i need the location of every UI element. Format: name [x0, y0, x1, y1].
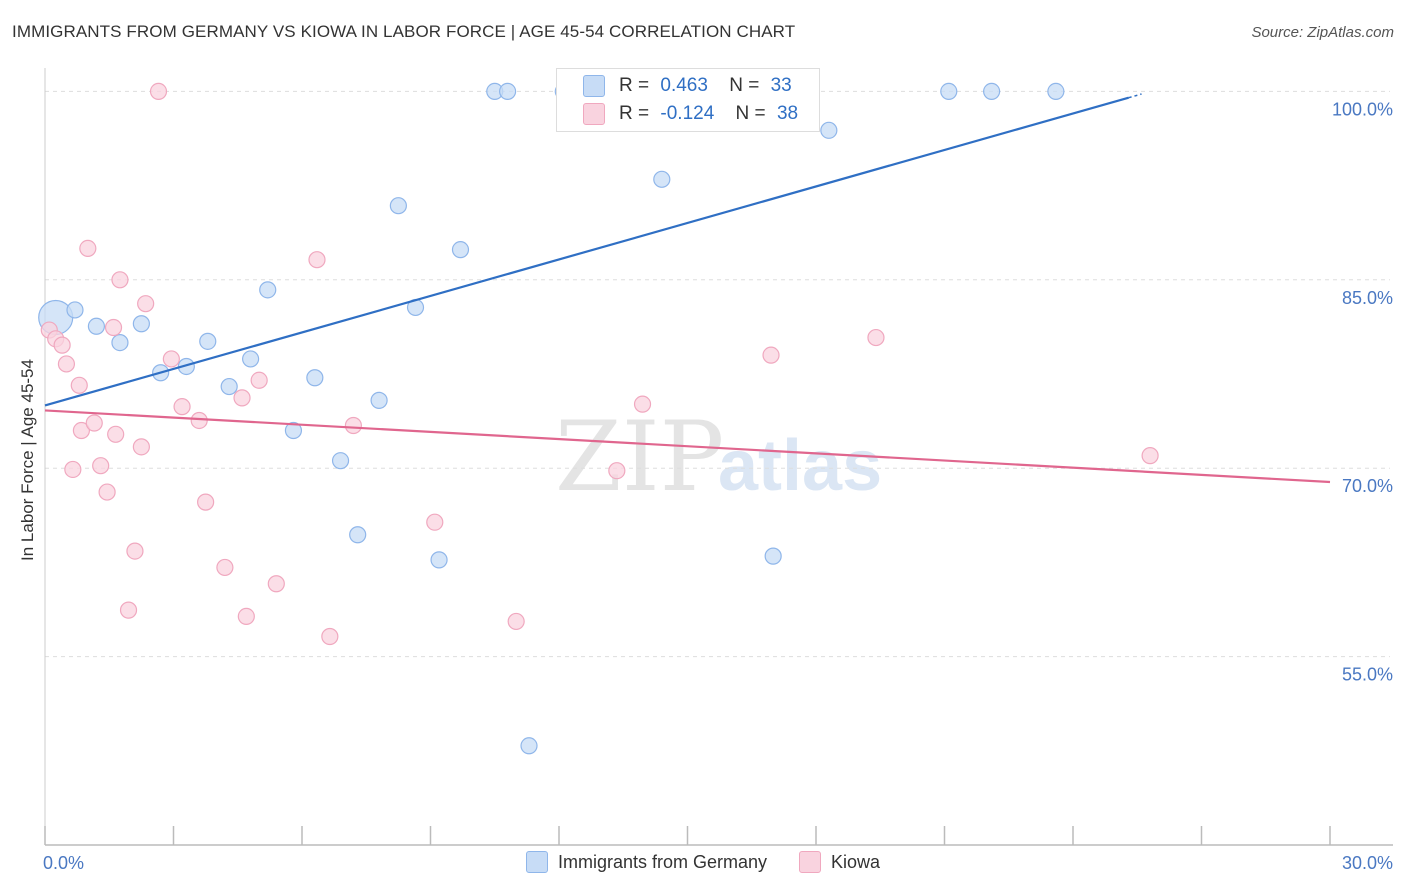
germany-point-9: [242, 350, 260, 368]
germany-trend-line: [44, 96, 1129, 407]
x-tick-label-0: 0.0%: [43, 853, 84, 873]
kiowa-point-22: [197, 493, 215, 511]
germany-point-4: [132, 315, 150, 333]
kiowa-point-35: [762, 346, 780, 364]
kiowa-point-3: [57, 355, 76, 373]
stats-box: R = 0.463 N = 33 R = -0.124 N = 38: [556, 68, 820, 132]
kiowa-point-24: [233, 389, 251, 407]
y-tick-labels: 100.0% 85.0% 70.0% 55.0%: [1332, 99, 1393, 684]
germany-point-3: [111, 334, 129, 352]
chart-title: IMMIGRANTS FROM GERMANY VS KIOWA IN LABO…: [12, 22, 796, 41]
kiowa-point-32: [507, 612, 525, 631]
stats-n-value-kiowa: 38: [776, 103, 799, 124]
y-tick-label-3: 55.0%: [1342, 665, 1393, 685]
germany-point-14: [349, 526, 367, 544]
germany-point-1: [66, 301, 84, 319]
y-tick-label-1: 85.0%: [1342, 288, 1393, 308]
axes: [44, 68, 1393, 846]
kiowa-point-11: [104, 318, 123, 337]
stats-r-label: R =: [619, 75, 650, 96]
kiowa-point-36: [867, 328, 885, 347]
germany-point-16: [389, 197, 407, 215]
germany-point-2: [87, 317, 106, 335]
germany-point-11: [284, 421, 303, 440]
watermark: ZIP atlas: [555, 401, 882, 513]
stats-n-label: N =: [729, 75, 760, 96]
stats-swatch-kiowa: [583, 103, 605, 125]
legend-swatch-kiowa: [799, 851, 821, 873]
kiowa-point-8: [85, 414, 103, 432]
kiowa-point-2: [53, 336, 71, 354]
germany-point-26: [653, 170, 671, 188]
kiowa-point-18: [149, 82, 168, 101]
grid: [45, 90, 1390, 658]
x-tick-label-1: 30.0%: [1342, 853, 1393, 873]
legend: Immigrants from Germany Kiowa: [0, 851, 1406, 873]
stats-r-value-kiowa: -0.124: [660, 103, 715, 124]
watermark-atlas: atlas: [718, 426, 882, 506]
kiowa-point-34: [633, 395, 652, 413]
kiowa-point-6: [72, 421, 91, 440]
legend-label-germany: Immigrants from Germany: [557, 851, 767, 872]
kiowa-point-12: [107, 425, 125, 443]
kiowa-point-21: [190, 411, 208, 430]
trend-lines: [44, 93, 1331, 484]
legend-swatch-germany: [525, 851, 548, 873]
germany-point-22: [520, 737, 538, 755]
germany-point-28: [764, 547, 782, 565]
kiowa-point-10: [98, 483, 116, 501]
watermark-zip: ZIP: [555, 401, 724, 513]
x-tick-labels: 0.0% 30.0%: [43, 853, 1393, 873]
stats-swatch-germany: [583, 75, 605, 97]
germany-point-31: [983, 82, 1001, 101]
germany-trend-extension: [1128, 93, 1142, 99]
germany-point-10: [259, 281, 277, 299]
kiowa-trend-line: [44, 409, 1331, 484]
germany-point-15: [370, 391, 388, 409]
series-1: [40, 82, 1159, 646]
legend-item-kiowa[interactable]: Kiowa: [799, 851, 880, 873]
kiowa-point-19: [162, 350, 180, 368]
germany-point-12: [306, 369, 324, 387]
kiowa-point-9: [92, 457, 110, 475]
kiowa-point-25: [237, 607, 255, 626]
y-tick-label-0: 100.0%: [1332, 99, 1393, 119]
legend-item-germany[interactable]: Immigrants from Germany: [525, 851, 767, 873]
kiowa-point-13: [111, 271, 129, 289]
kiowa-point-5: [70, 376, 88, 394]
kiowa-point-30: [344, 416, 362, 435]
kiowa-point-14: [119, 601, 138, 619]
germany-point-7: [199, 332, 217, 350]
kiowa-point-37: [1141, 447, 1159, 465]
stats-r-label: R =: [619, 103, 650, 124]
kiowa-point-17: [137, 295, 155, 313]
germany-point-21: [499, 82, 517, 101]
germany-point-30: [940, 82, 958, 101]
kiowa-point-26: [250, 371, 268, 389]
kiowa-point-4: [64, 460, 82, 479]
kiowa-point-23: [216, 558, 234, 577]
stats-r-value-germany: 0.463: [660, 75, 708, 96]
kiowa-point-31: [426, 513, 444, 531]
stats-n-value-germany: 33: [770, 75, 792, 96]
y-tick-label-2: 70.0%: [1342, 476, 1393, 496]
stats-n-label: N =: [735, 103, 766, 124]
kiowa-point-33: [608, 462, 626, 480]
source-credit: Source: ZipAtlas.com: [1251, 24, 1394, 41]
germany-point-18: [430, 551, 448, 569]
germany-point-19: [451, 241, 470, 259]
germany-point-13: [331, 452, 350, 470]
kiowa-point-16: [132, 438, 150, 456]
germany-point-29: [820, 121, 838, 139]
kiowa-point-15: [126, 542, 144, 560]
legend-label-kiowa: Kiowa: [831, 851, 881, 872]
kiowa-point-29: [321, 627, 339, 646]
kiowa-point-7: [79, 239, 97, 257]
kiowa-point-20: [173, 398, 191, 416]
germany-point-32: [1047, 82, 1065, 101]
kiowa-point-27: [267, 575, 285, 593]
germany-point-8: [220, 377, 238, 396]
kiowa-point-28: [308, 251, 326, 269]
